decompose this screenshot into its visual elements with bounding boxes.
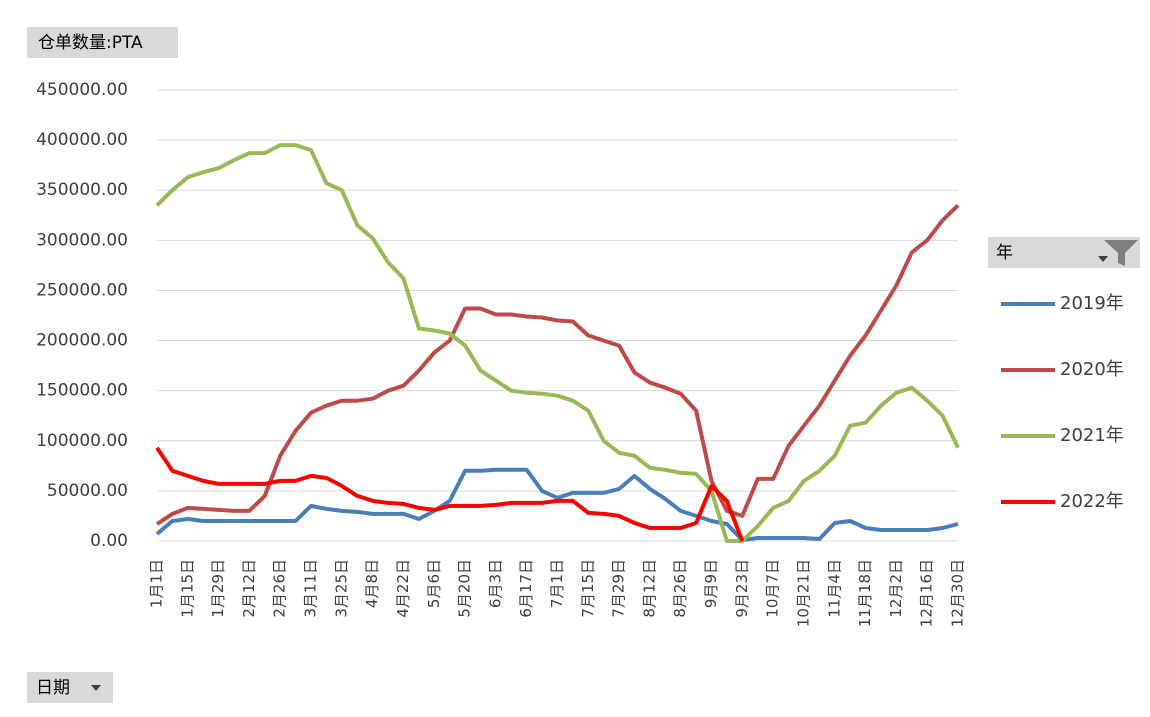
x-tick-label: 9月9日	[702, 559, 720, 608]
legend-title: 年	[996, 243, 1013, 263]
dropdown-icon	[1098, 256, 1108, 262]
x-tick-label: 9月23日	[733, 559, 751, 618]
x-tick-label: 3月11日	[302, 559, 320, 618]
x-tick-label: 5月20日	[456, 559, 474, 618]
x-tick-label: 11月18日	[856, 559, 874, 627]
x-tick-label: 8月26日	[671, 559, 689, 618]
x-tick-label: 7月15日	[579, 559, 597, 618]
x-tick-label: 7月29日	[610, 559, 628, 618]
y-tick-label: 400000.00	[36, 130, 128, 150]
x-tick-label: 3月25日	[332, 559, 350, 618]
axis-field-label: 日期	[36, 678, 70, 698]
x-tick-label: 8月12日	[640, 559, 658, 618]
y-tick-label: 200000.00	[36, 331, 128, 351]
x-tick-label: 4月22日	[394, 559, 412, 618]
x-tick-label: 1月1日	[148, 559, 166, 608]
x-tick-label: 5月6日	[425, 559, 443, 608]
y-tick-label: 350000.00	[36, 180, 128, 200]
y-tick-label: 100000.00	[36, 431, 128, 451]
filter-icon	[1104, 240, 1138, 266]
series-line	[155, 467, 959, 542]
x-tick-label: 12月16日	[918, 559, 936, 627]
x-tick-label: 10月21日	[794, 559, 812, 627]
legend-label: 2021年	[1060, 425, 1124, 446]
x-tick-label: 1月15日	[178, 559, 196, 618]
series-line	[155, 203, 960, 526]
y-tick-label: 450000.00	[36, 80, 128, 100]
legend-label: 2019年	[1060, 293, 1124, 314]
series-line	[155, 446, 745, 542]
x-tick-label: 10月7日	[764, 559, 782, 618]
x-tick-label: 4月8日	[363, 559, 381, 608]
x-tick-label: 12月2日	[887, 559, 905, 618]
x-tick-label: 2月26日	[271, 559, 289, 618]
dropdown-icon	[91, 685, 101, 691]
legend-label: 2022年	[1060, 491, 1124, 512]
y-tick-label: 300000.00	[36, 230, 128, 250]
x-tick-label: 11月4日	[825, 559, 843, 618]
legend-label: 2020年	[1060, 359, 1124, 380]
x-tick-label: 12月30日	[949, 559, 967, 627]
y-tick-label: 150000.00	[36, 381, 128, 401]
x-tick-label: 7月1日	[548, 559, 566, 608]
x-tick-label: 6月3日	[486, 559, 504, 608]
series-line	[155, 143, 960, 543]
x-tick-label: 1月29日	[209, 559, 227, 618]
x-tick-label: 6月17日	[517, 559, 535, 618]
y-tick-label: 250000.00	[36, 280, 128, 300]
chart-title: 仓单数量:PTA	[38, 33, 143, 53]
x-tick-label: 2月12日	[240, 559, 258, 618]
y-tick-label: 0.00	[90, 531, 128, 551]
y-tick-label: 50000.00	[47, 481, 128, 501]
plot-area: 0.00 50000.00 100000.00 150000.00 200000.00 2…	[36, 80, 966, 627]
title-button[interactable]	[27, 27, 178, 58]
